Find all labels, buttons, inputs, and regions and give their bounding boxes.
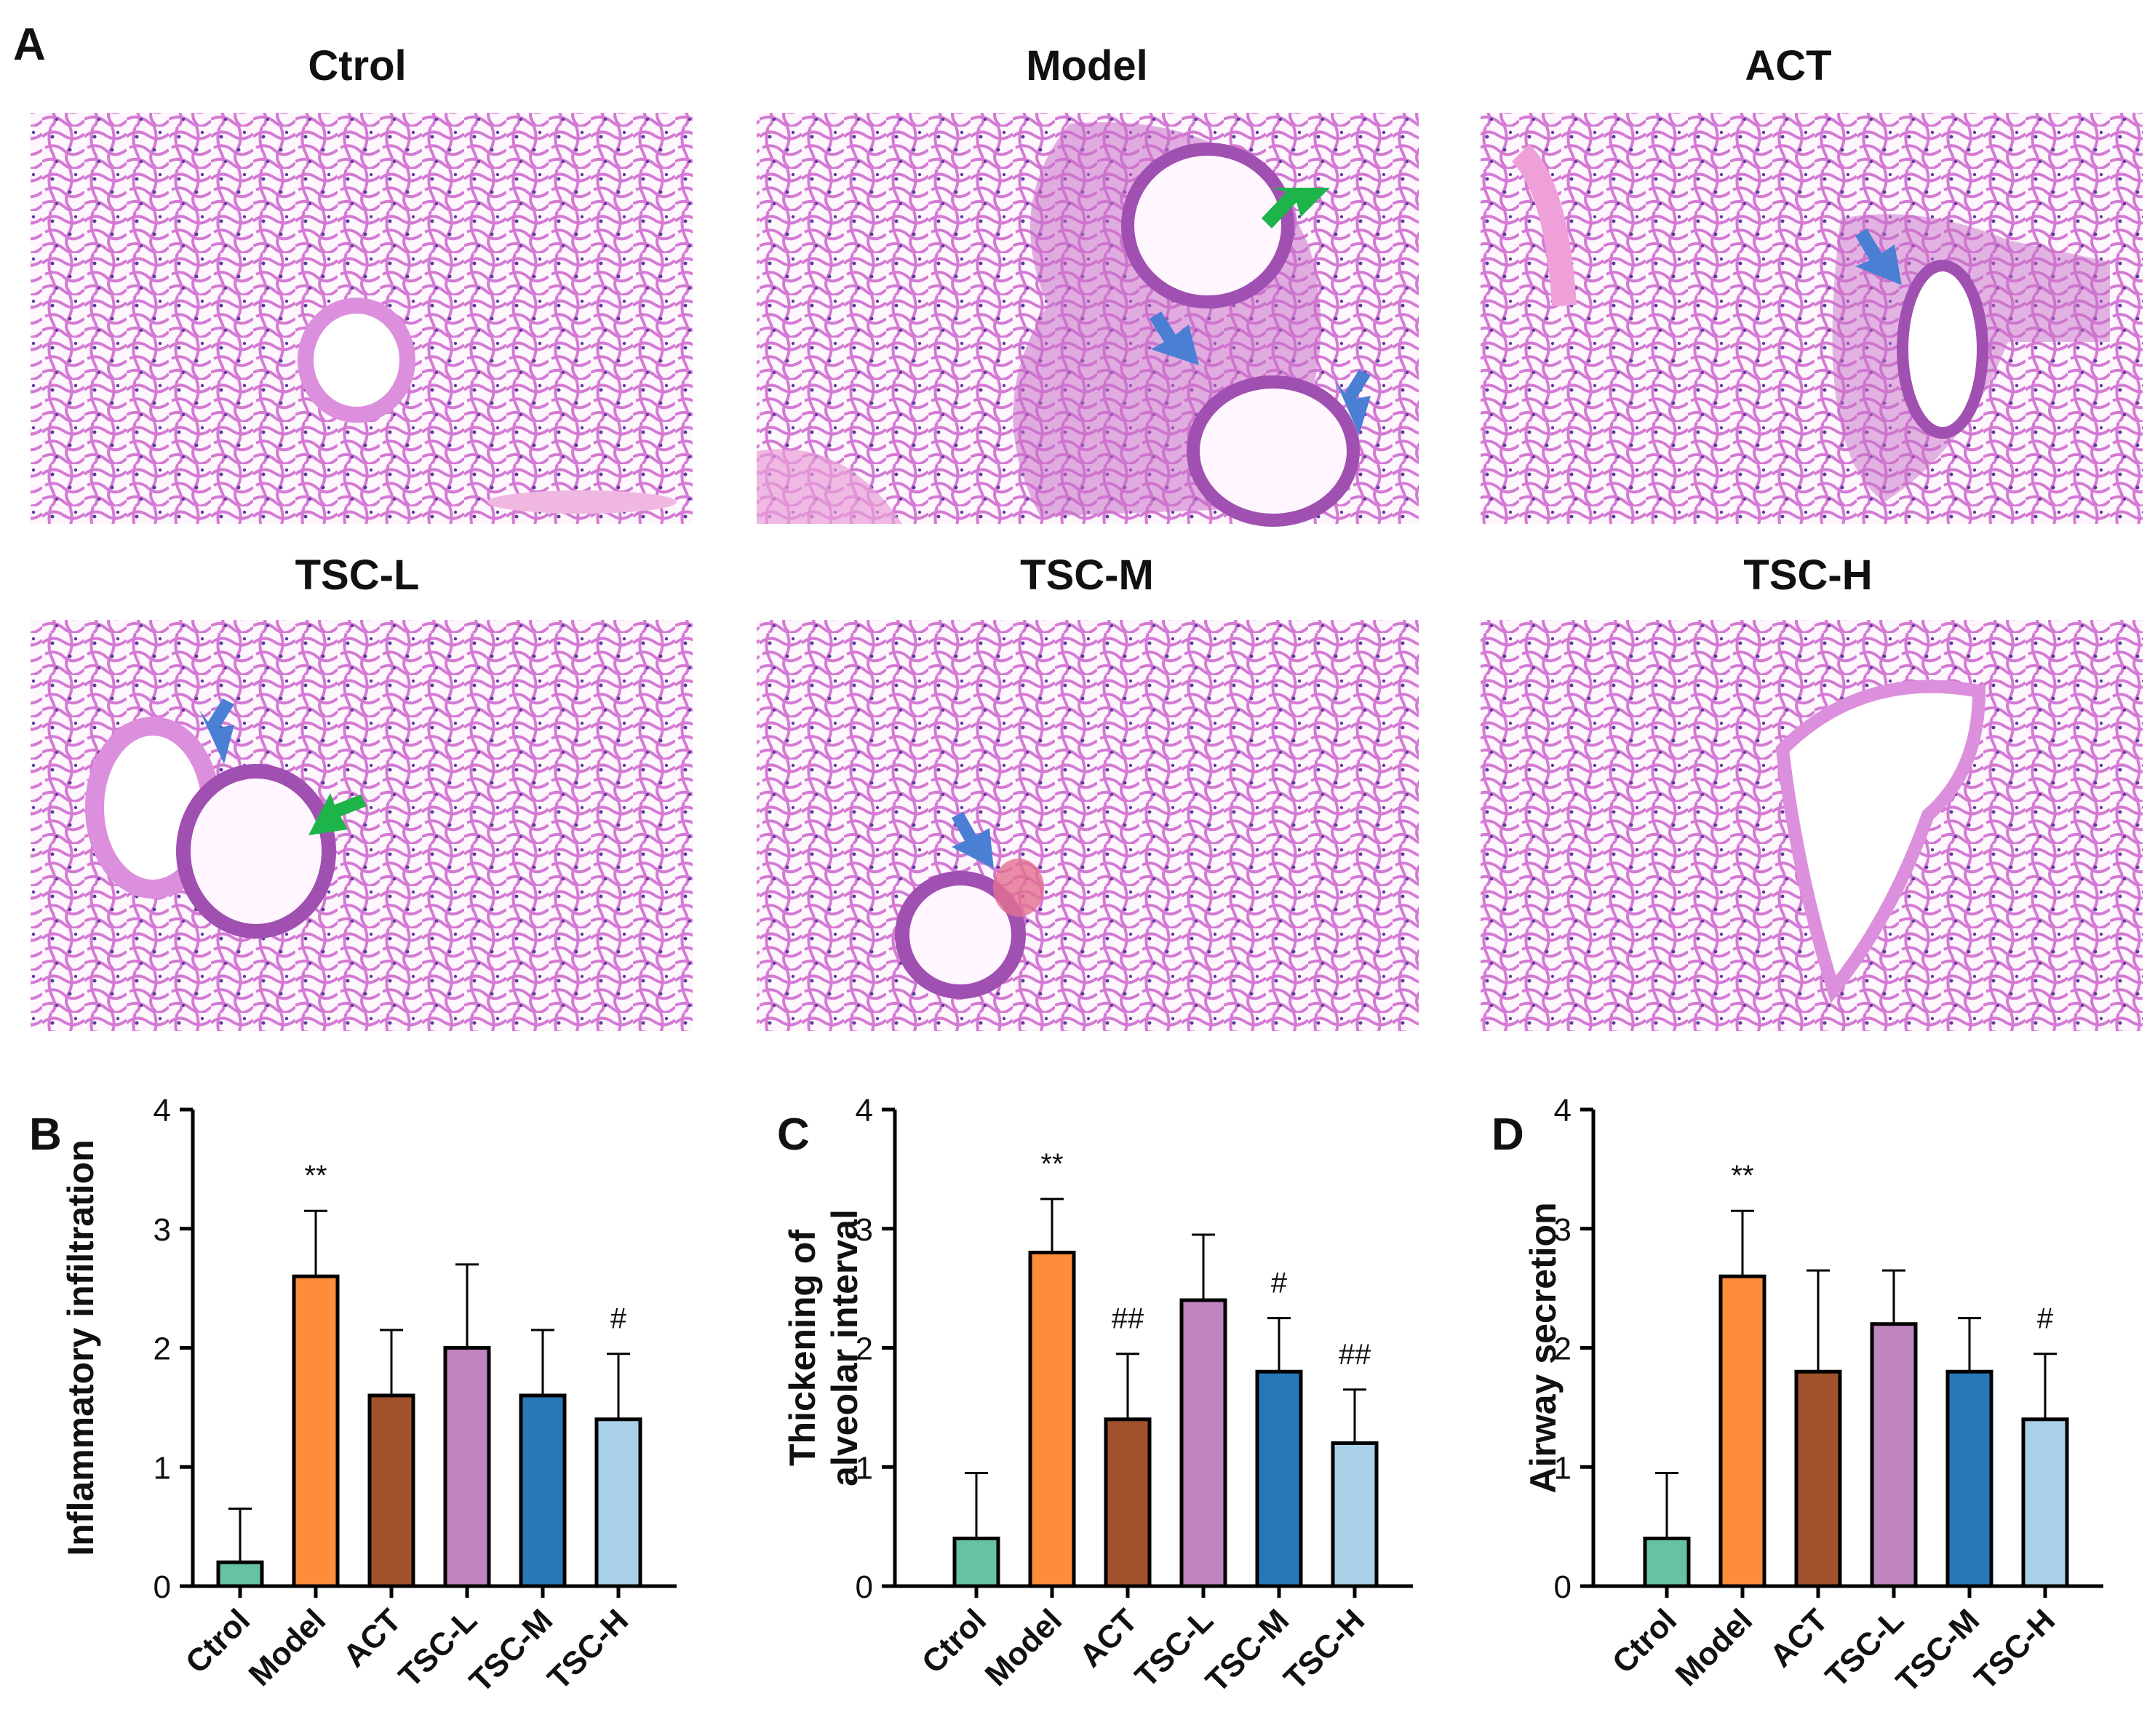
- green-arrow-icon: [1262, 188, 1330, 228]
- bar-tsc-l: [443, 1346, 491, 1588]
- blue-arrow-icon: [1855, 228, 1902, 285]
- bar-tsc-l: [1870, 1322, 1918, 1588]
- bar-act: [367, 1393, 415, 1588]
- bar-ctrol: [952, 1537, 1000, 1588]
- micrograph-tsc-h: [1481, 620, 2143, 1031]
- significance-label: **: [304, 1160, 327, 1192]
- y-tick-label: 2: [1554, 1331, 1572, 1367]
- bar-tsc-m: [1255, 1369, 1303, 1588]
- blue-arrow-icon: [1336, 370, 1371, 435]
- significance-label: ##: [1112, 1303, 1144, 1335]
- y-tick-label: 3: [1554, 1212, 1572, 1248]
- green-arrow-icon: [308, 793, 367, 835]
- y-tick-label: 2: [856, 1331, 873, 1367]
- bar-model: [1718, 1274, 1766, 1588]
- y-tick-label: 4: [154, 1093, 171, 1128]
- panel-label: C: [777, 1110, 810, 1160]
- x-tick-label: TSC-H: [1967, 1602, 2062, 1697]
- panel-a-label: A: [13, 20, 46, 70]
- bar-act: [1104, 1417, 1152, 1588]
- x-tick-label: Model: [1669, 1602, 1760, 1693]
- bar-ctrol: [1643, 1537, 1691, 1588]
- y-tick-label: 1: [1554, 1450, 1572, 1486]
- bar-model: [1028, 1251, 1076, 1588]
- micrograph-title-ctrol: Ctrol: [308, 42, 406, 89]
- bar-tsc-h: [594, 1417, 642, 1588]
- micrograph-act: [1481, 113, 2143, 524]
- bar-tsc-m: [1945, 1369, 1993, 1588]
- y-axis-label-line: Inflammatory infiltration: [60, 1139, 101, 1556]
- panel-label: D: [1491, 1110, 1524, 1160]
- y-axis-label-line: Thickening of: [782, 1230, 823, 1466]
- y-tick-label: 3: [154, 1212, 171, 1248]
- significance-label: #: [2037, 1303, 2054, 1335]
- significance-label: **: [1731, 1160, 1753, 1192]
- y-tick-label: 2: [154, 1331, 171, 1367]
- bar-ctrol: [216, 1560, 264, 1588]
- micrograph-title-tsc-h: TSC-H: [1743, 552, 1872, 599]
- significance-label: **: [1040, 1148, 1063, 1180]
- bar-model: [292, 1274, 340, 1588]
- micrograph-title-tsc-l: TSC-L: [295, 552, 420, 599]
- y-axis-label-line: Airway secretion: [1523, 1202, 1564, 1493]
- y-axis-label-line: alveolar interval: [824, 1209, 865, 1486]
- micrograph-title-model: Model: [1026, 42, 1148, 89]
- y-tick-label: 0: [856, 1569, 873, 1605]
- bar-tsc-h: [2021, 1417, 2069, 1588]
- x-tick-label: TSC-H: [1277, 1602, 1371, 1697]
- micrograph-ctrol: [31, 113, 693, 524]
- y-tick-label: 1: [856, 1450, 873, 1486]
- panel-label: B: [29, 1110, 62, 1160]
- y-axis-label: Inflammatory infiltration: [60, 1139, 101, 1556]
- y-tick-label: 1: [154, 1450, 171, 1486]
- y-tick-label: 3: [856, 1212, 873, 1248]
- x-tick-label: Model: [242, 1602, 333, 1693]
- significance-label: #: [610, 1303, 627, 1335]
- x-tick-label: TSC-M: [463, 1602, 559, 1699]
- bar-tsc-m: [519, 1393, 567, 1588]
- x-tick-label: Model: [979, 1602, 1069, 1693]
- blue-arrow-icon: [952, 812, 994, 869]
- y-tick-label: 4: [1554, 1093, 1572, 1128]
- micrograph-title-tsc-m: TSC-M: [1020, 552, 1154, 599]
- bar-tsc-l: [1179, 1298, 1227, 1588]
- bar-tsc-h: [1331, 1441, 1379, 1588]
- x-tick-label: TSC-M: [1199, 1602, 1296, 1699]
- y-tick-label: 0: [1554, 1569, 1572, 1605]
- significance-label: #: [1271, 1267, 1288, 1299]
- x-tick-label: TSC-H: [541, 1602, 635, 1697]
- y-tick-label: 4: [856, 1093, 873, 1128]
- y-axis-label: Thickening ofalveolar interval: [782, 1209, 865, 1486]
- y-tick-label: 0: [154, 1569, 171, 1605]
- blue-arrow-icon: [1150, 311, 1199, 365]
- x-tick-label: TSC-M: [1889, 1602, 1986, 1699]
- blue-arrow-icon: [199, 698, 234, 764]
- bar-act: [1794, 1369, 1842, 1588]
- micrograph-model: [757, 113, 1419, 527]
- micrograph-tsc-m: [757, 620, 1419, 1031]
- significance-label: ##: [1339, 1339, 1371, 1371]
- micrograph-title-act: ACT: [1745, 42, 1831, 89]
- micrograph-tsc-l: [31, 620, 693, 1031]
- y-axis-label: Airway secretion: [1523, 1202, 1564, 1493]
